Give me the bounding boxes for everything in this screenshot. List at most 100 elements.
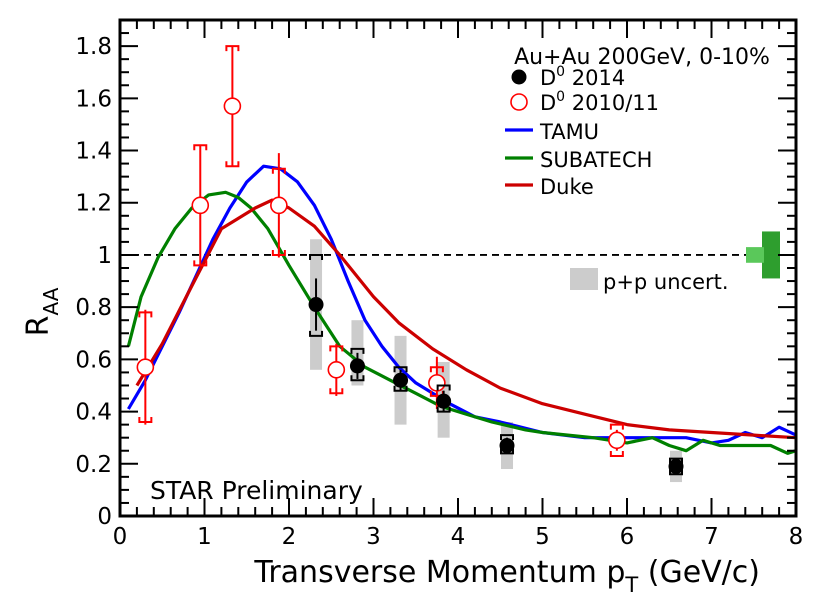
d0-2010-point [428,374,446,392]
x-tick-label: 7 [704,524,719,550]
d0-2010-point [223,97,242,115]
d0-2010-point [608,431,626,450]
legend-label-suffix: 2014 [565,66,625,90]
d0-2010-sys-bracket-bottom [138,417,153,424]
star-preliminary-label: STAR Preliminary [150,476,363,505]
legend-marker-filled-circle [511,69,527,85]
d0-2010-sys-bracket-top [329,345,344,352]
d0-2014-point [393,372,409,388]
duke-curve [135,198,797,440]
x-tick-label: 6 [620,524,635,550]
d0-2010-point [327,361,346,379]
d0-2010-sys-bracket-top [193,144,208,151]
x-tick-label: 8 [789,524,804,550]
d0-2014-sys-bracket-bottom [309,330,324,337]
x-tick-label: 2 [282,524,297,550]
d0-2014-sys-bracket-top [669,457,684,464]
data-points-layer [136,45,684,476]
x-axis-title-main: Transverse Momentum p [253,555,625,590]
y-tick-label: 1.4 [75,139,112,165]
d0-2014-sys-bracket-top [309,253,324,260]
legend-label: D0 2014 [540,64,625,90]
d0-2014-point [349,358,365,374]
y-tick-label: 0.8 [75,295,112,321]
subatech-curve [126,190,797,455]
normalization-box-light [746,247,764,263]
y-tick-label: 0.4 [75,400,112,426]
d0-2010-point [136,358,155,377]
d0-2014-point [668,458,684,474]
reference-line-layer [120,231,796,279]
d0-2014-point [499,438,515,454]
d0-2014-point [436,393,452,409]
d0-2010-sys-bracket-bottom [271,249,286,256]
d0-2010-sys-bracket-bottom [609,450,624,457]
legend-label-text: D [540,91,556,115]
normalization-box-dark [762,231,780,279]
d0-2010-sys-bracket-top [225,45,240,52]
d0-2014-sys-bracket-bottom [669,469,684,476]
y-tick-label: 0.6 [75,347,112,373]
d0-2010-point [270,196,288,215]
legend-entry-tamu: TAMU [505,120,599,144]
legend-label: D0 2010/11 [540,89,659,115]
d0-2010-sys-bracket-bottom [225,161,240,168]
legend-label-text: D [540,66,556,90]
d0-2014-sys-bracket-bottom [500,448,515,455]
legend-marker-open-circle [510,93,528,111]
legend-label: Duke [540,175,594,199]
x-tick-label: 4 [451,524,466,550]
y-tick-label: 1.2 [75,191,112,217]
x-axis-title: Transverse Momentum pT (GeV/c) [253,555,760,597]
d0-2010-sys-bracket-top [138,311,153,318]
x-axis-title-unit: (GeV/c) [638,555,760,590]
chart-title: Au+Au 200GeV, 0-10% [514,45,770,70]
legend-label: TAMU [539,120,599,144]
x-tick-label: 5 [535,524,550,550]
pp-uncert-label: p+p uncert. [603,270,729,294]
legend-label-superscript: 0 [556,89,565,105]
plot-frame-layer [118,18,798,518]
plot-frame [118,18,798,518]
y-axis-title-subscript: AA [39,287,63,315]
y-tick-label: 0.2 [75,452,112,478]
d0-2010-sys-bracket-top [271,167,286,174]
legend-label-superscript: 0 [556,64,565,80]
d0-2014-sys-bracket-bottom [436,406,451,413]
legend-label-text: TAMU [539,120,599,144]
y-tick-label: 1 [97,243,112,269]
legend-label-text: Duke [540,175,594,199]
d0-2010-sys-bracket-bottom [193,260,208,267]
tamu-curve [127,164,797,445]
d0-2014-sys-bracket-top [436,384,451,391]
y-tick-label: 1.8 [75,34,112,60]
d0-2014-sys-bracket-top [500,434,515,441]
d0-2010-point [191,196,210,215]
d0-2014-sys-bracket-bottom [350,375,365,382]
legend-label: SUBATECH [540,148,652,172]
d0-2014-sys-bracket-top [350,347,365,354]
y-tick-label: 1.6 [75,86,112,112]
pp-uncert-legend-box [570,268,598,290]
d0-2014-point [308,297,324,313]
legend-entry-d2010-11: D0 2010/11 [510,89,659,115]
y-axis-title: RAA [21,287,63,336]
y-axis-title-main: R [21,316,56,337]
x-tick-label: 3 [366,524,381,550]
axis-ticks-layer: 0 1 2 3 4 5 6 7 8 0 0.2 0.4 0.6 0.8 1 1.2 1.4 1.6 1.8 [75,20,803,550]
legend-entry-d2014: D0 2014 [511,64,625,90]
d0-2010-sys-bracket-bottom [329,388,344,395]
d0-2010-sys-bracket-top [429,366,444,373]
x-tick-label: 1 [197,524,212,550]
y-tick-label: 0 [97,504,112,530]
model-curves-layer [126,164,797,455]
d0-2014-sys-bracket-top [393,366,408,373]
x-tick-label: 0 [113,524,128,550]
x-axis-title-subscript: T [624,573,638,597]
d0-2010-sys-bracket-top [609,423,624,430]
legend-entry-subatech: SUBATECH [505,148,652,172]
legend-label-suffix: 2010/11 [565,91,659,115]
d0-2014-sys-bracket-bottom [393,385,408,392]
